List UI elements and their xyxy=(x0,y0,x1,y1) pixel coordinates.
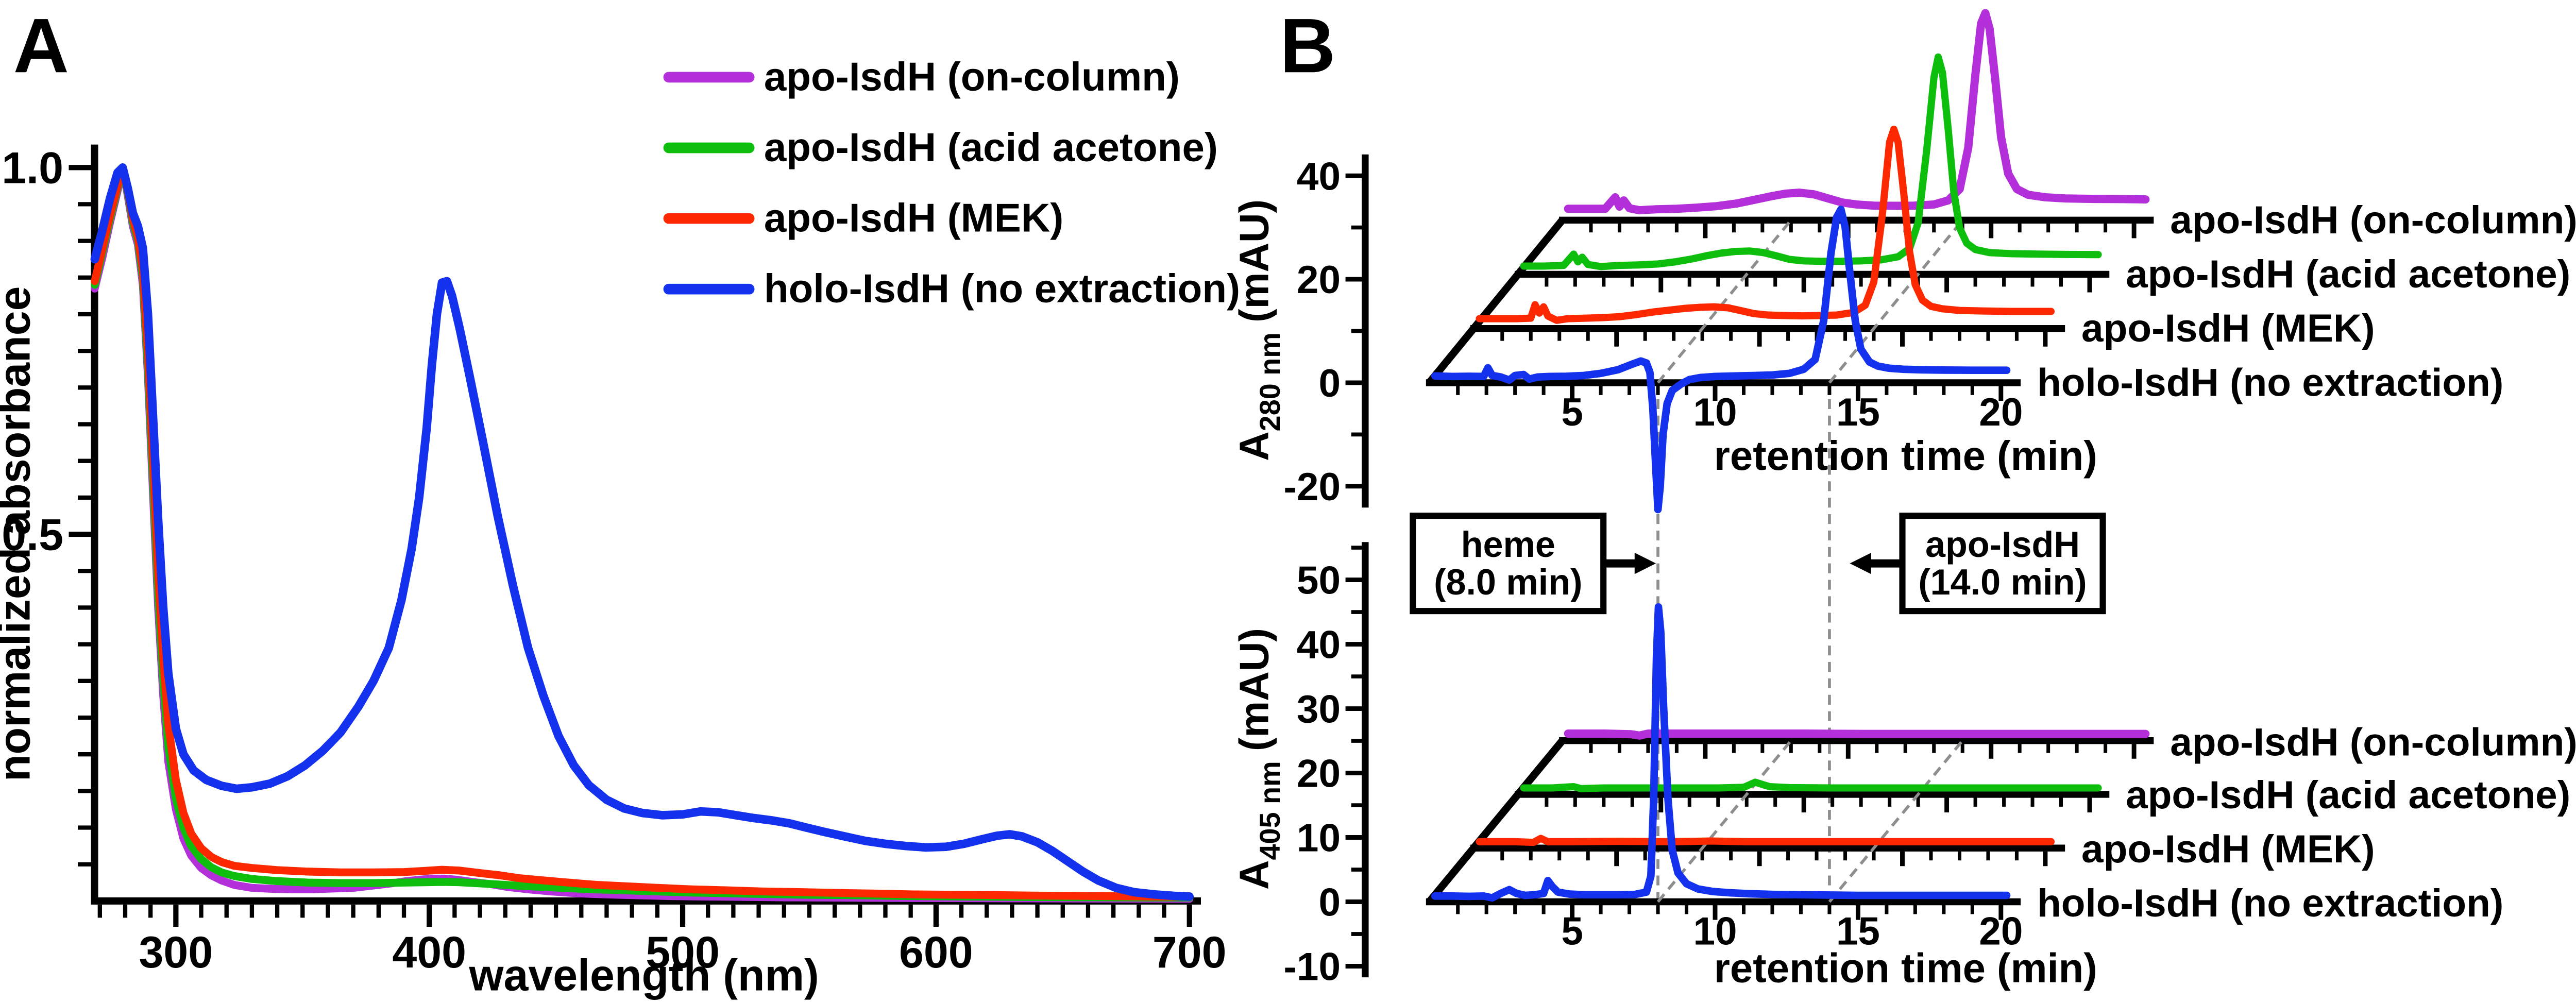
b-bottom-trace-label-holo: holo-IsdH (no extraction) xyxy=(2037,881,2503,925)
apo-label-line1: apo-IsdH xyxy=(1925,524,2080,565)
b-top-trace-label-on-column: apo-IsdH (on-column) xyxy=(2170,198,2576,242)
panel-a-plot: 300 400 500 600 700 0.5 1.0 xyxy=(2,144,1226,978)
b-top-trace-label-holo: holo-IsdH (no extraction) xyxy=(2037,361,2503,404)
b-bottom-guide-diagonal-14min xyxy=(1828,739,1964,903)
a-x-tick-label: 500 xyxy=(646,928,720,977)
b-bottom-trace-level0 xyxy=(1431,603,2011,902)
b-bottom-y-tick-label: 40 xyxy=(1297,623,1341,667)
b-top-x-tick-label: 20 xyxy=(1979,390,2023,434)
b-bottom-trace-label-acid-acetone: apo-IsdH (acid acetone) xyxy=(2126,773,2570,817)
a-y-tick-label: 1.0 xyxy=(2,144,63,193)
a-curve-3 xyxy=(90,163,1194,901)
apo-arrow-icon xyxy=(1850,552,1871,574)
b-bottom-y-tick-label: 10 xyxy=(1297,817,1341,860)
b-top-y-tick-label: -20 xyxy=(1283,465,1341,509)
b-bottom-x-tick-label: 5 xyxy=(1561,909,1583,953)
legend-label-holo: holo-IsdH (no extraction) xyxy=(764,266,1240,311)
b-bottom-trace-level1 xyxy=(1476,835,2055,846)
b-bottom-trace-label-on-column: apo-IsdH (on-column) xyxy=(2170,721,2576,765)
b-bottom-waterfall-diagonal xyxy=(1426,738,1566,905)
b-top-x-tick-label: 15 xyxy=(1836,390,1880,434)
apo-callout: apo-IsdH (14.0 min) xyxy=(1850,513,2106,615)
b-top-x-tick-label: 10 xyxy=(1693,390,1737,434)
heme-label-line2: (8.0 min) xyxy=(1434,562,1582,602)
heme-callout: heme (8.0 min) xyxy=(1410,513,1656,615)
panel-b-letter: B xyxy=(1280,2,1335,89)
b-top-x-tick-label: 5 xyxy=(1561,390,1583,434)
apo-label-line2: (14.0 min) xyxy=(1918,562,2087,602)
b-bottom-x-tick-label: 15 xyxy=(1836,909,1880,953)
b-bottom-yaxis-title: A405 nm(mAU) xyxy=(1231,628,1286,890)
legend-label-mek: apo-IsdH (MEK) xyxy=(764,195,1063,241)
panel-a-letter: A xyxy=(13,2,69,89)
b-top-y-tick-label: 0 xyxy=(1318,362,1341,405)
b-top-guide-diagonal-14min xyxy=(1828,219,1964,384)
b-top-waterfall-diagonal xyxy=(1426,217,1566,385)
b-top-trace-label-mek: apo-IsdH (MEK) xyxy=(2081,307,2375,350)
heme-arrow-icon xyxy=(1634,552,1656,574)
b-top-y-tick-label: 40 xyxy=(1297,155,1341,198)
b-top-trace-level2 xyxy=(1520,53,2102,270)
a-xaxis-title: wavelength (nm) xyxy=(469,951,819,1000)
a-y-tick-label: 0.5 xyxy=(2,510,63,559)
b-top-trace-level3 xyxy=(1564,9,2150,215)
b-bottom-trace-level3 xyxy=(1564,729,2150,740)
panel-b-plot: -20 0 20 40 5 10 15 20 -10 0 10 20 30 40 50 5 10 15 20 xyxy=(1283,9,2154,989)
a-x-tick-label: 700 xyxy=(1153,928,1227,977)
legend: apo-IsdH (on-column) apo-IsdH (acid acet… xyxy=(663,54,1240,311)
b-bottom-x-tick-label: 20 xyxy=(1979,909,2023,953)
b-top-xaxis-title: retention time (min) xyxy=(1714,433,2097,479)
legend-label-acid-acetone: apo-IsdH (acid acetone) xyxy=(764,124,1218,169)
a-yaxis-title: normalized absorbance xyxy=(0,286,40,782)
heme-label-line1: heme xyxy=(1461,524,1555,565)
b-bottom-y-tick-label: 50 xyxy=(1297,559,1341,603)
a-x-tick-label: 300 xyxy=(139,928,213,977)
b-bottom-y-tick-label: 30 xyxy=(1297,688,1341,732)
b-bottom-trace-level2 xyxy=(1520,778,2102,792)
legend-label-on-column: apo-IsdH (on-column) xyxy=(764,54,1180,99)
b-top-trace-level0 xyxy=(1431,206,2011,514)
b-bottom-y-tick-label: -10 xyxy=(1283,945,1341,989)
b-top-trace-level1 xyxy=(1476,125,2055,324)
a-x-tick-label: 600 xyxy=(899,928,973,977)
b-bottom-y-tick-label: 0 xyxy=(1318,881,1341,925)
b-bottom-xaxis-title: retention time (min) xyxy=(1714,945,2097,991)
b-top-y-tick-label: 20 xyxy=(1297,258,1341,302)
a-x-tick-label: 400 xyxy=(392,928,466,977)
b-top-yaxis-title: A280 nm(mAU) xyxy=(1231,199,1286,461)
b-top-trace-label-acid-acetone: apo-IsdH (acid acetone) xyxy=(2126,252,2570,296)
b-bottom-y-tick-label: 20 xyxy=(1297,752,1341,796)
b-bottom-x-tick-label: 10 xyxy=(1693,909,1737,953)
b-bottom-trace-label-mek: apo-IsdH (MEK) xyxy=(2081,827,2375,871)
b-top-guide-diagonal-8min xyxy=(1656,219,1792,384)
